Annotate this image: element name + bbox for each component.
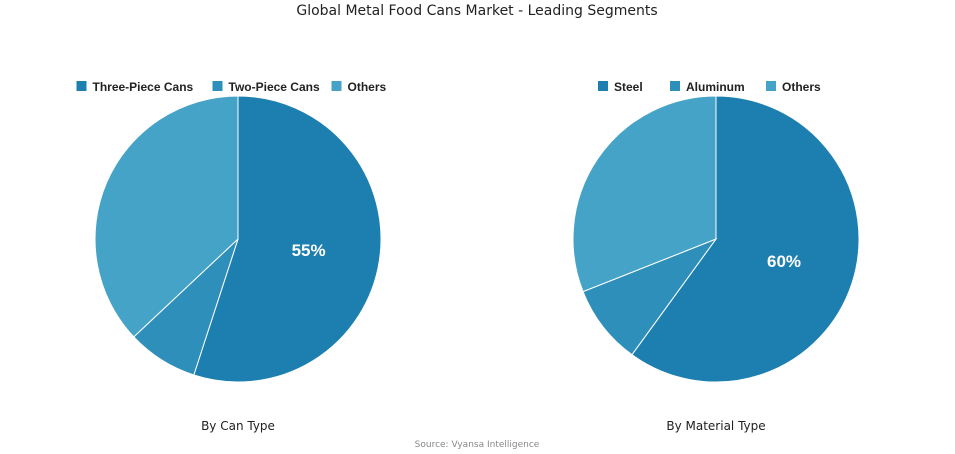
chart-title: Global Metal Food Cans Market - Leading … <box>296 3 657 19</box>
legend-swatch-others <box>331 81 342 91</box>
pie-slice-others <box>572 95 717 293</box>
legend-item-two-piece-cans: Two-Piece Cans <box>212 80 320 94</box>
legend-label-others: Others <box>348 80 387 94</box>
legend-label-steel: Steel <box>614 80 643 94</box>
pie-subtitle-can-type: By Can Type <box>201 419 275 433</box>
legend-swatch-two-piece-cans <box>212 81 223 91</box>
pie-slice-others <box>94 95 239 338</box>
data-label-steel: 60% <box>767 252 801 271</box>
legend-item-others: Others <box>766 80 821 94</box>
legend-item-three-piece-cans: Three-Piece Cans <box>76 80 194 94</box>
pie-chart-by-material-type: 60% Steel Aluminum Others <box>572 80 860 383</box>
legend-swatch-three-piece-cans <box>76 81 87 91</box>
legend-item-aluminum: Aluminum <box>670 80 745 94</box>
pie-subtitle-material-type: By Material Type <box>666 419 765 433</box>
legend-swatch-steel <box>598 81 608 91</box>
legend-swatch-others <box>766 81 776 91</box>
legend-label-three-piece-cans: Three-Piece Cans <box>93 80 194 94</box>
data-label-three-piece-cans: 55% <box>292 241 326 260</box>
legend-label-aluminum: Aluminum <box>686 80 745 94</box>
source-note: Source: Vyansa Intelligence <box>415 440 540 450</box>
legend-item-steel: Steel <box>598 80 643 94</box>
pie-slice-aluminum <box>582 237 718 356</box>
pie-slice-three-piece-cans <box>193 95 382 383</box>
legend-swatch-aluminum <box>670 81 680 91</box>
legend-label-others: Others <box>782 80 821 94</box>
legend-label-two-piece-cans: Two-Piece Cans <box>229 80 320 94</box>
legend-item-others: Others <box>331 80 387 94</box>
pie-slice-steel <box>631 95 860 383</box>
pie-chart-by-can-type: 55% Three-Piece Cans Two-Piece Cans Others <box>76 80 387 383</box>
